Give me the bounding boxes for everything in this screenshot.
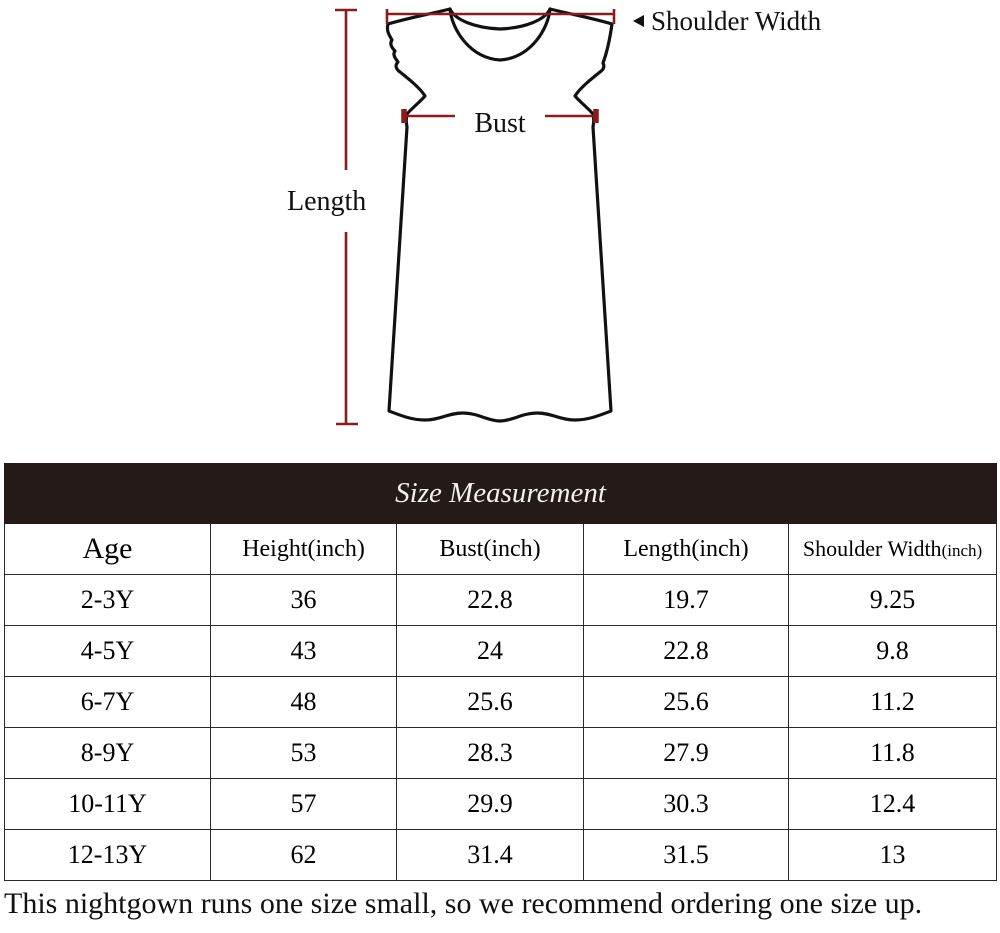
- svg-text:Shoulder Width: Shoulder Width: [651, 6, 822, 36]
- svg-text:Length: Length: [287, 186, 366, 217]
- svg-text:Bust: Bust: [474, 108, 526, 139]
